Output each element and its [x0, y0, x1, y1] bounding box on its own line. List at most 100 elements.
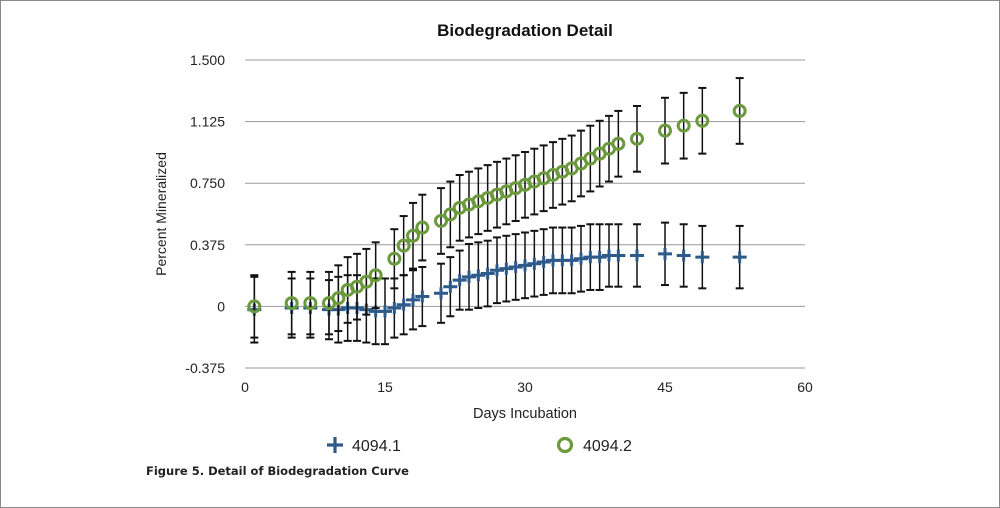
data-point: [462, 270, 476, 283]
error-bar: [250, 274, 259, 339]
error-bar: [306, 270, 315, 336]
data-point: [452, 274, 467, 287]
error-bar: [698, 86, 707, 155]
x-tick-label: 60: [797, 379, 813, 395]
error-bar: [353, 252, 361, 321]
error-bar: [371, 241, 380, 310]
x-tick-label: 15: [377, 379, 393, 395]
error-bar: [455, 173, 464, 242]
error-bar: [577, 129, 585, 198]
error-bar: [399, 215, 408, 277]
data-point: [387, 302, 402, 315]
error-bar: [437, 187, 445, 255]
error-bar: [418, 193, 427, 262]
legend: 4094.1 4094.2: [327, 436, 632, 455]
series-4094-1: [247, 221, 747, 346]
error-bar: [483, 164, 492, 232]
error-bar: [390, 228, 399, 290]
y-tick-labels: -0.375 0 0.375 0.750 1.125 1.500: [185, 52, 225, 376]
error-bar: [502, 157, 511, 226]
data-point: [732, 251, 747, 264]
data-point: [630, 249, 644, 262]
error-bar: [530, 147, 539, 216]
data-point: [658, 247, 672, 260]
data-point: [564, 254, 579, 267]
data-point: [499, 262, 514, 275]
error-bar: [549, 141, 557, 209]
y-tick-label: 1.125: [190, 114, 225, 130]
data-point: [415, 290, 430, 303]
error-bar: [633, 104, 641, 173]
series-4094-2: [247, 77, 747, 339]
data-point: [630, 131, 644, 146]
data-point: [658, 123, 672, 138]
data-point: [406, 228, 420, 243]
series-layer: [247, 77, 747, 346]
data-point: [434, 287, 448, 300]
error-bar: [325, 270, 333, 336]
error-bar: [539, 144, 548, 213]
data-point: [396, 238, 411, 253]
figure-caption: Figure 5. Detail of Biodegradation Curve: [146, 464, 409, 478]
data-point: [676, 249, 691, 262]
y-axis-label: Percent Mineralized: [153, 152, 169, 276]
data-point: [443, 207, 458, 222]
data-point: [695, 113, 710, 128]
legend-item-4094-2: 4094.2: [556, 436, 632, 455]
data-point: [368, 268, 383, 283]
legend-plus-marker: [327, 437, 343, 453]
y-tick-label: 0.375: [190, 237, 225, 253]
y-tick-label: 1.500: [190, 52, 225, 68]
data-point: [247, 299, 262, 314]
data-point: [443, 280, 458, 293]
legend-label-4094-1: 4094.1: [352, 438, 401, 455]
data-point: [434, 213, 448, 228]
data-point: [396, 298, 411, 311]
data-point: [527, 257, 542, 270]
error-bar: [735, 77, 744, 145]
x-tick-labels: 0 15 30 45 60: [241, 379, 813, 395]
data-point: [518, 259, 532, 272]
error-bar: [586, 124, 595, 193]
x-tick-label: 45: [657, 379, 673, 395]
error-bar: [558, 137, 567, 206]
error-bar: [679, 91, 688, 160]
error-bar: [605, 114, 613, 183]
error-bar: [409, 201, 417, 270]
error-bar: [595, 119, 604, 188]
data-point: [406, 293, 420, 306]
data-point: [676, 118, 691, 133]
data-point: [331, 291, 346, 306]
data-point: [284, 296, 299, 311]
data-point: [415, 220, 430, 235]
legend-item-4094-1: 4094.1: [327, 437, 401, 455]
error-bar: [511, 154, 520, 222]
x-axis-label: Days Incubation: [473, 406, 577, 422]
data-point: [695, 251, 710, 264]
error-bar: [474, 167, 483, 236]
error-bar: [343, 256, 352, 324]
data-point: [378, 305, 392, 318]
data-point: [471, 269, 486, 282]
data-point: [490, 264, 504, 277]
data-point: [611, 249, 626, 262]
data-point: [303, 296, 318, 311]
error-bar: [661, 96, 669, 165]
y-tick-label: -0.375: [185, 360, 225, 376]
error-bar: [614, 109, 623, 178]
data-point: [592, 251, 607, 264]
error-bar: [362, 247, 371, 316]
chart-title: Biodegradation Detail: [437, 21, 613, 40]
data-point: [536, 256, 551, 269]
data-point: [387, 251, 402, 266]
error-bar: [493, 160, 501, 229]
y-tick-label: 0: [217, 298, 225, 314]
data-point: [574, 252, 588, 265]
error-bar: [521, 150, 529, 219]
x-tick-label: 0: [241, 379, 249, 395]
error-bar: [465, 170, 473, 239]
data-point: [480, 267, 495, 280]
legend-circle-marker: [556, 436, 574, 454]
data-point: [732, 103, 747, 118]
